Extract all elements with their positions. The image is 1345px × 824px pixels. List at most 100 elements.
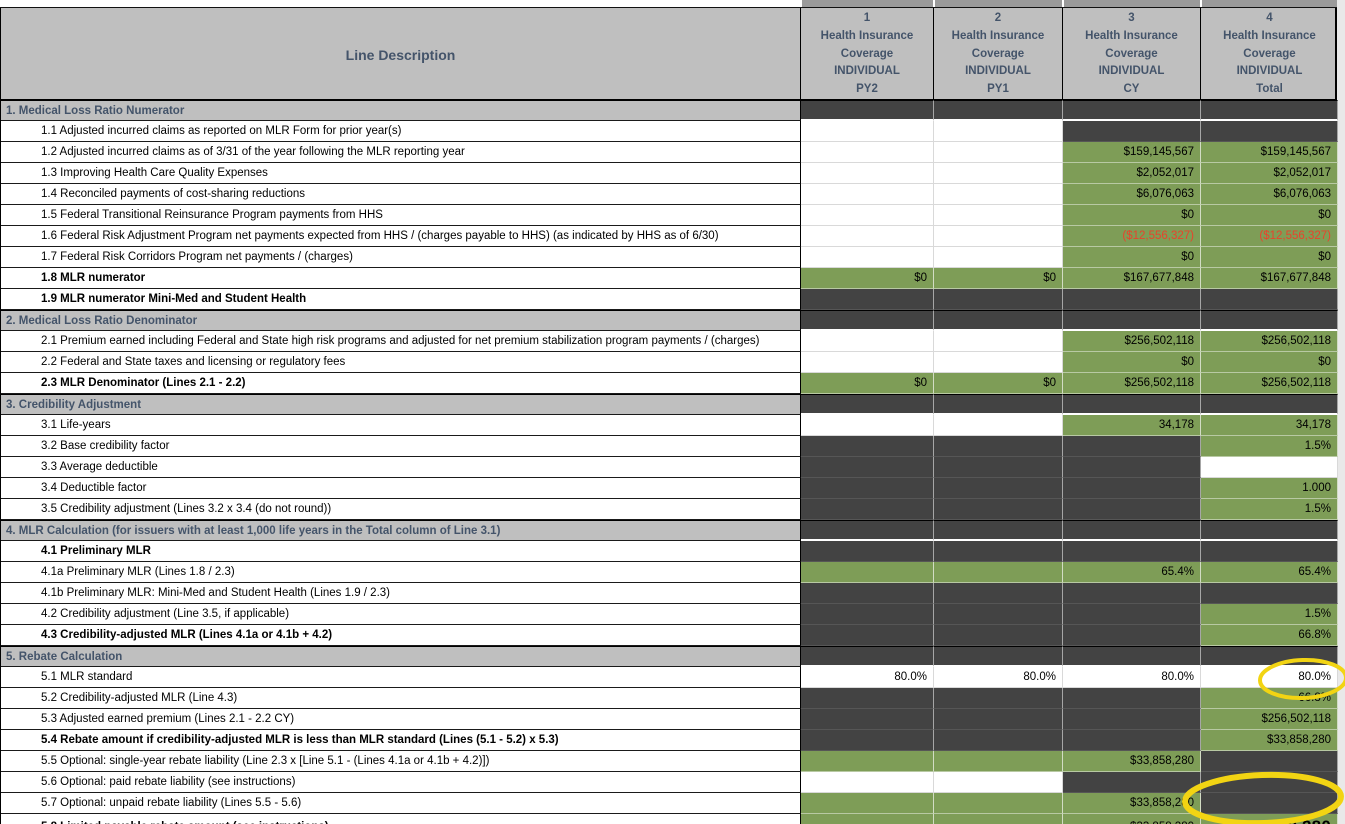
value-cell[interactable] xyxy=(801,121,934,142)
column-header-cy[interactable]: 3 Health Insurance Coverage INDIVIDUAL C… xyxy=(1063,8,1201,102)
row-label-cell[interactable]: 5.2 Credibility-adjusted MLR (Line 4.3) xyxy=(1,688,801,709)
value-cell[interactable]: $0 xyxy=(801,268,934,289)
value-cell[interactable]: 80.0% xyxy=(801,667,934,688)
value-cell[interactable] xyxy=(1063,436,1201,457)
value-cell[interactable] xyxy=(801,814,934,824)
row-label-cell[interactable]: 5. Rebate Calculation xyxy=(1,646,801,667)
row-label-cell[interactable]: 5.3 Adjusted earned premium (Lines 2.1 -… xyxy=(1,709,801,730)
column-header-py1[interactable]: 2 Health Insurance Coverage INDIVIDUAL P… xyxy=(934,8,1063,102)
value-cell[interactable] xyxy=(934,121,1063,142)
row-label-cell[interactable]: 5.5 Optional: single-year rebate liabili… xyxy=(1,751,801,772)
row-label-cell[interactable]: 2.1 Premium earned including Federal and… xyxy=(1,331,801,352)
value-cell[interactable]: $159,145,567 xyxy=(1063,142,1201,163)
value-cell[interactable]: $33,858,280 xyxy=(1063,814,1201,824)
column-header-py2[interactable]: 1 Health Insurance Coverage INDIVIDUAL P… xyxy=(801,8,934,102)
value-cell[interactable] xyxy=(1063,100,1201,121)
value-cell[interactable]: $0 xyxy=(1063,247,1201,268)
row-label-cell[interactable]: 1.5 Federal Transitional Reinsurance Pro… xyxy=(1,205,801,226)
value-cell[interactable] xyxy=(801,100,934,121)
value-cell[interactable]: $256,502,118 xyxy=(1063,373,1201,394)
value-cell[interactable] xyxy=(801,583,934,604)
value-cell[interactable]: 34,178 xyxy=(1063,415,1201,436)
value-cell[interactable] xyxy=(1201,520,1338,541)
value-cell[interactable] xyxy=(801,478,934,499)
row-label-cell[interactable]: 3.4 Deductible factor xyxy=(1,478,801,499)
value-cell[interactable] xyxy=(934,793,1063,814)
row-label-cell[interactable]: 1.2 Adjusted incurred claims as of 3/31 … xyxy=(1,142,801,163)
row-label-cell[interactable]: 1.3 Improving Health Care Quality Expens… xyxy=(1,163,801,184)
value-cell[interactable] xyxy=(934,625,1063,646)
value-cell[interactable] xyxy=(1063,688,1201,709)
value-cell[interactable]: 34,178 xyxy=(1201,415,1338,436)
value-cell[interactable]: $0 xyxy=(1201,205,1338,226)
value-cell[interactable]: $33,858,280 xyxy=(1063,793,1201,814)
value-cell[interactable]: $33,858,280 xyxy=(1201,730,1338,751)
value-cell[interactable]: $2,052,017 xyxy=(1201,163,1338,184)
value-cell[interactable] xyxy=(801,436,934,457)
value-cell[interactable] xyxy=(1063,520,1201,541)
value-cell[interactable] xyxy=(801,688,934,709)
row-label-cell[interactable]: 5.4 Rebate amount if credibility-adjuste… xyxy=(1,730,801,751)
value-cell[interactable] xyxy=(1063,709,1201,730)
value-cell[interactable] xyxy=(934,709,1063,730)
column-header-total[interactable]: 4 Health Insurance Coverage INDIVIDUAL T… xyxy=(1223,12,1316,96)
value-cell[interactable] xyxy=(934,310,1063,331)
value-cell[interactable] xyxy=(934,772,1063,793)
line-description-header[interactable]: Line Description xyxy=(1,8,801,102)
value-cell[interactable] xyxy=(934,688,1063,709)
value-cell[interactable] xyxy=(801,562,934,583)
value-cell[interactable] xyxy=(934,415,1063,436)
value-cell[interactable] xyxy=(801,751,934,772)
value-cell[interactable] xyxy=(801,709,934,730)
value-cell[interactable] xyxy=(801,310,934,331)
value-cell[interactable]: $256,502,118 xyxy=(1063,331,1201,352)
value-cell[interactable]: $0 xyxy=(934,268,1063,289)
value-cell[interactable]: $0 xyxy=(1063,352,1201,373)
value-cell[interactable] xyxy=(801,541,934,562)
value-cell[interactable] xyxy=(801,247,934,268)
value-cell[interactable] xyxy=(801,289,934,310)
value-cell[interactable] xyxy=(1201,793,1338,814)
row-label-cell[interactable]: 1. Medical Loss Ratio Numerator xyxy=(1,100,801,121)
value-cell[interactable] xyxy=(934,583,1063,604)
value-cell[interactable]: $167,677,848 xyxy=(1201,268,1338,289)
value-cell[interactable] xyxy=(801,205,934,226)
value-cell[interactable] xyxy=(801,604,934,625)
value-cell[interactable] xyxy=(801,142,934,163)
value-cell[interactable] xyxy=(934,205,1063,226)
value-cell[interactable] xyxy=(934,142,1063,163)
row-label-cell[interactable]: 5.7 Optional: unpaid rebate liability (L… xyxy=(1,793,801,814)
value-cell[interactable] xyxy=(801,793,934,814)
value-cell[interactable] xyxy=(934,289,1063,310)
row-label-cell[interactable]: 5.6 Optional: paid rebate liability (see… xyxy=(1,772,801,793)
value-cell[interactable]: $256,502,118 xyxy=(1201,709,1338,730)
value-cell[interactable] xyxy=(1201,457,1338,478)
value-cell[interactable]: $6,076,063 xyxy=(1201,184,1338,205)
value-cell[interactable] xyxy=(1201,121,1338,142)
value-cell[interactable]: 80.0% xyxy=(1063,667,1201,688)
row-label-cell[interactable]: 5.1 MLR standard xyxy=(1,667,801,688)
value-cell[interactable] xyxy=(934,478,1063,499)
row-label-cell[interactable]: 5.8 Limited payable rebate amount (see i… xyxy=(1,814,801,824)
row-label-cell[interactable]: 3.3 Average deductible xyxy=(1,457,801,478)
value-cell[interactable]: $159,145,567 xyxy=(1201,142,1338,163)
value-cell[interactable] xyxy=(1063,457,1201,478)
value-cell[interactable] xyxy=(1063,730,1201,751)
value-cell[interactable] xyxy=(1063,583,1201,604)
value-cell[interactable] xyxy=(1063,541,1201,562)
value-cell[interactable] xyxy=(801,163,934,184)
value-cell[interactable] xyxy=(801,625,934,646)
value-cell[interactable] xyxy=(1201,772,1338,793)
row-label-cell[interactable]: 3.2 Base credibility factor xyxy=(1,436,801,457)
value-cell[interactable]: $33,858,280 xyxy=(1201,814,1338,824)
value-cell[interactable]: ($12,556,327) xyxy=(1063,226,1201,247)
value-cell[interactable] xyxy=(1201,646,1338,667)
value-cell[interactable] xyxy=(934,730,1063,751)
value-cell[interactable] xyxy=(934,436,1063,457)
value-cell[interactable] xyxy=(801,184,934,205)
row-label-cell[interactable]: 4.2 Credibility adjustment (Line 3.5, if… xyxy=(1,604,801,625)
value-cell[interactable] xyxy=(934,100,1063,121)
value-cell[interactable] xyxy=(1201,541,1338,562)
value-cell[interactable]: $0 xyxy=(801,373,934,394)
value-cell[interactable] xyxy=(801,226,934,247)
